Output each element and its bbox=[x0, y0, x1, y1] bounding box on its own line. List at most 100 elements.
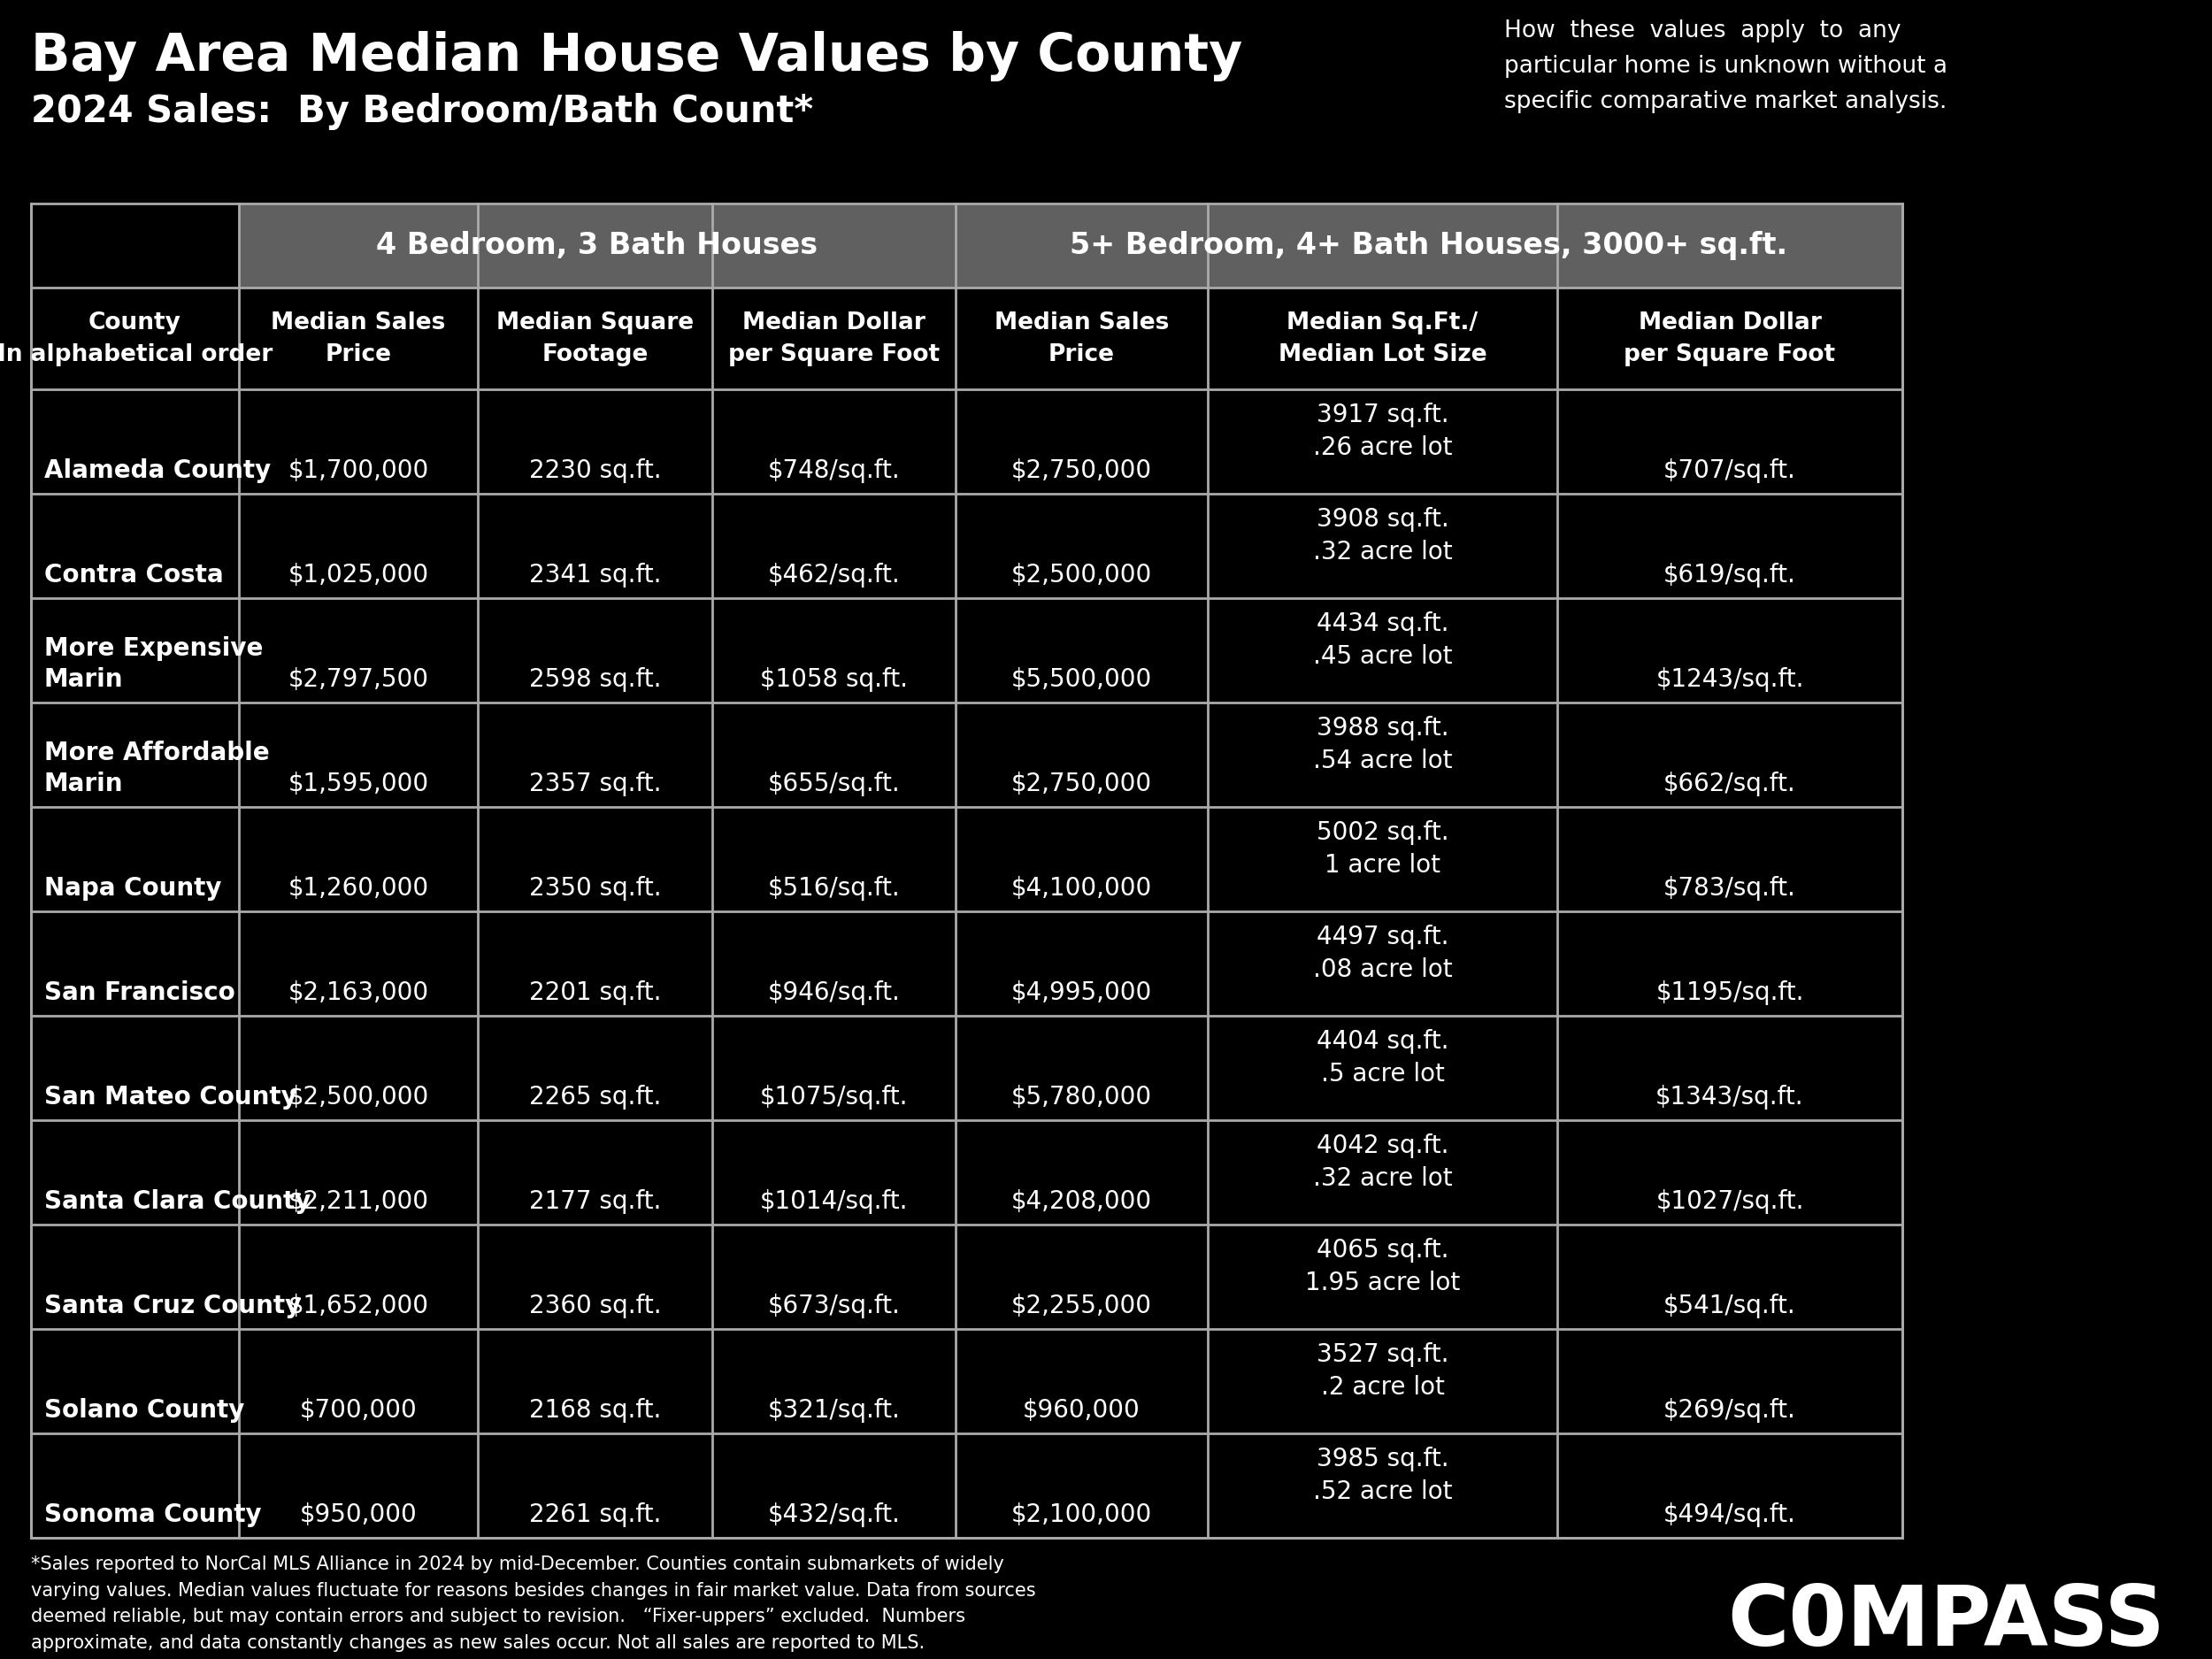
Text: $516/sq.ft.: $516/sq.ft. bbox=[768, 876, 900, 901]
Text: $2,255,000: $2,255,000 bbox=[1011, 1294, 1152, 1319]
Text: 2261 sq.ft.: 2261 sq.ft. bbox=[529, 1503, 661, 1528]
Bar bbox=[31, 1224, 1902, 1329]
Text: $1,025,000: $1,025,000 bbox=[288, 562, 429, 587]
Text: $2,750,000: $2,750,000 bbox=[1011, 771, 1152, 796]
Text: 5002 sq.ft.
1 acre lot: 5002 sq.ft. 1 acre lot bbox=[1316, 820, 1449, 878]
Text: Median Square
Footage: Median Square Footage bbox=[495, 310, 695, 367]
Text: 2357 sq.ft.: 2357 sq.ft. bbox=[529, 771, 661, 796]
Text: $321/sq.ft.: $321/sq.ft. bbox=[768, 1399, 900, 1423]
Text: $1,652,000: $1,652,000 bbox=[288, 1294, 429, 1319]
Text: 2201 sq.ft.: 2201 sq.ft. bbox=[529, 980, 661, 1005]
Text: Median Sq.Ft./
Median Lot Size: Median Sq.Ft./ Median Lot Size bbox=[1279, 310, 1486, 367]
Text: 4042 sq.ft.
.32 acre lot: 4042 sq.ft. .32 acre lot bbox=[1312, 1133, 1453, 1191]
Text: $2,100,000: $2,100,000 bbox=[1011, 1503, 1152, 1528]
Text: $541/sq.ft.: $541/sq.ft. bbox=[1663, 1294, 1796, 1319]
Text: 2341 sq.ft.: 2341 sq.ft. bbox=[529, 562, 661, 587]
Text: $960,000: $960,000 bbox=[1022, 1399, 1141, 1423]
Text: 5+ Bedroom, 4+ Bath Houses, 3000+ sq.ft.: 5+ Bedroom, 4+ Bath Houses, 3000+ sq.ft. bbox=[1071, 231, 1787, 260]
Text: $1,700,000: $1,700,000 bbox=[288, 458, 429, 483]
Text: $946/sq.ft.: $946/sq.ft. bbox=[768, 980, 900, 1005]
Bar bbox=[239, 204, 956, 287]
Text: Median Sales
Price: Median Sales Price bbox=[995, 310, 1168, 367]
Text: Napa County: Napa County bbox=[44, 876, 221, 901]
Text: $1058 sq.ft.: $1058 sq.ft. bbox=[761, 667, 907, 692]
Text: $494/sq.ft.: $494/sq.ft. bbox=[1663, 1503, 1796, 1528]
Text: $655/sq.ft.: $655/sq.ft. bbox=[768, 771, 900, 796]
Bar bbox=[956, 204, 1902, 287]
Text: $2,750,000: $2,750,000 bbox=[1011, 458, 1152, 483]
Text: Median Dollar
per Square Foot: Median Dollar per Square Foot bbox=[728, 310, 940, 367]
Text: $2,211,000: $2,211,000 bbox=[288, 1190, 429, 1214]
Text: $662/sq.ft.: $662/sq.ft. bbox=[1663, 771, 1796, 796]
Text: $2,797,500: $2,797,500 bbox=[288, 667, 429, 692]
Text: $4,208,000: $4,208,000 bbox=[1011, 1190, 1152, 1214]
Text: 4404 sq.ft.
.5 acre lot: 4404 sq.ft. .5 acre lot bbox=[1316, 1029, 1449, 1087]
Text: 4065 sq.ft.
1.95 acre lot: 4065 sq.ft. 1.95 acre lot bbox=[1305, 1238, 1460, 1296]
Bar bbox=[31, 1329, 1902, 1433]
Text: $1,595,000: $1,595,000 bbox=[288, 771, 429, 796]
Bar bbox=[31, 204, 239, 287]
Text: Median Sales
Price: Median Sales Price bbox=[272, 310, 445, 367]
Text: 4434 sq.ft.
.45 acre lot: 4434 sq.ft. .45 acre lot bbox=[1314, 612, 1453, 669]
Text: 3985 sq.ft.
.52 acre lot: 3985 sq.ft. .52 acre lot bbox=[1314, 1447, 1453, 1505]
Text: More Expensive
Marin: More Expensive Marin bbox=[44, 637, 263, 692]
Text: $269/sq.ft.: $269/sq.ft. bbox=[1663, 1399, 1796, 1423]
Text: $1195/sq.ft.: $1195/sq.ft. bbox=[1655, 980, 1805, 1005]
Text: $1027/sq.ft.: $1027/sq.ft. bbox=[1655, 1190, 1805, 1214]
Text: Bay Area Median House Values by County: Bay Area Median House Values by County bbox=[31, 32, 1243, 81]
Text: *Sales reported to NorCal MLS Alliance in 2024 by mid-December. Counties contain: *Sales reported to NorCal MLS Alliance i… bbox=[31, 1556, 1035, 1652]
Text: 3988 sq.ft.
.54 acre lot: 3988 sq.ft. .54 acre lot bbox=[1314, 715, 1453, 773]
Text: Santa Cruz County: Santa Cruz County bbox=[44, 1294, 301, 1319]
Bar bbox=[31, 390, 1902, 494]
Text: 2230 sq.ft.: 2230 sq.ft. bbox=[529, 458, 661, 483]
Bar bbox=[31, 1120, 1902, 1224]
Bar bbox=[31, 287, 1902, 390]
Text: 4 Bedroom, 3 Bath Houses: 4 Bedroom, 3 Bath Houses bbox=[376, 231, 818, 260]
Text: $5,500,000: $5,500,000 bbox=[1011, 667, 1152, 692]
Text: $5,780,000: $5,780,000 bbox=[1011, 1085, 1152, 1110]
Bar bbox=[31, 1015, 1902, 1120]
Text: 2168 sq.ft.: 2168 sq.ft. bbox=[529, 1399, 661, 1423]
Text: $4,995,000: $4,995,000 bbox=[1011, 980, 1152, 1005]
Text: Santa Clara County: Santa Clara County bbox=[44, 1190, 312, 1214]
Text: Solano County: Solano County bbox=[44, 1399, 246, 1423]
Text: $432/sq.ft.: $432/sq.ft. bbox=[768, 1503, 900, 1528]
Bar bbox=[31, 1433, 1902, 1538]
Bar bbox=[31, 911, 1902, 1015]
Text: San Francisco: San Francisco bbox=[44, 980, 234, 1005]
Text: $2,500,000: $2,500,000 bbox=[288, 1085, 429, 1110]
Bar bbox=[31, 204, 1902, 1538]
Text: $950,000: $950,000 bbox=[299, 1503, 418, 1528]
Bar bbox=[31, 494, 1902, 599]
Text: $2,500,000: $2,500,000 bbox=[1011, 562, 1152, 587]
Text: Contra Costa: Contra Costa bbox=[44, 562, 223, 587]
Text: $1,260,000: $1,260,000 bbox=[288, 876, 429, 901]
Text: More Affordable
Marin: More Affordable Marin bbox=[44, 742, 270, 796]
Text: How  these  values  apply  to  any
particular home is unknown without a
specific: How these values apply to any particular… bbox=[1504, 20, 1947, 113]
Text: $1243/sq.ft.: $1243/sq.ft. bbox=[1655, 667, 1805, 692]
Text: 2265 sq.ft.: 2265 sq.ft. bbox=[529, 1085, 661, 1110]
Text: 2350 sq.ft.: 2350 sq.ft. bbox=[529, 876, 661, 901]
Text: $748/sq.ft.: $748/sq.ft. bbox=[768, 458, 900, 483]
Text: 3527 sq.ft.
.2 acre lot: 3527 sq.ft. .2 acre lot bbox=[1316, 1342, 1449, 1400]
Text: $1075/sq.ft.: $1075/sq.ft. bbox=[761, 1085, 909, 1110]
Text: 2177 sq.ft.: 2177 sq.ft. bbox=[529, 1190, 661, 1214]
Text: $700,000: $700,000 bbox=[299, 1399, 418, 1423]
Bar bbox=[31, 806, 1902, 911]
Text: $673/sq.ft.: $673/sq.ft. bbox=[768, 1294, 900, 1319]
Bar bbox=[31, 702, 1902, 806]
Text: $619/sq.ft.: $619/sq.ft. bbox=[1663, 562, 1796, 587]
Text: $1343/sq.ft.: $1343/sq.ft. bbox=[1655, 1085, 1805, 1110]
Text: Alameda County: Alameda County bbox=[44, 458, 272, 483]
Text: $2,163,000: $2,163,000 bbox=[288, 980, 429, 1005]
Text: $462/sq.ft.: $462/sq.ft. bbox=[768, 562, 900, 587]
Text: Sonoma County: Sonoma County bbox=[44, 1503, 261, 1528]
Text: 4497 sq.ft.
.08 acre lot: 4497 sq.ft. .08 acre lot bbox=[1312, 924, 1453, 982]
Text: Median Dollar
per Square Foot: Median Dollar per Square Foot bbox=[1624, 310, 1836, 367]
Text: $783/sq.ft.: $783/sq.ft. bbox=[1663, 876, 1796, 901]
Text: 2360 sq.ft.: 2360 sq.ft. bbox=[529, 1294, 661, 1319]
Text: $707/sq.ft.: $707/sq.ft. bbox=[1663, 458, 1796, 483]
Text: 3917 sq.ft.
.26 acre lot: 3917 sq.ft. .26 acre lot bbox=[1314, 403, 1453, 460]
Text: C0MPASS: C0MPASS bbox=[1728, 1583, 2166, 1659]
Text: 2598 sq.ft.: 2598 sq.ft. bbox=[529, 667, 661, 692]
